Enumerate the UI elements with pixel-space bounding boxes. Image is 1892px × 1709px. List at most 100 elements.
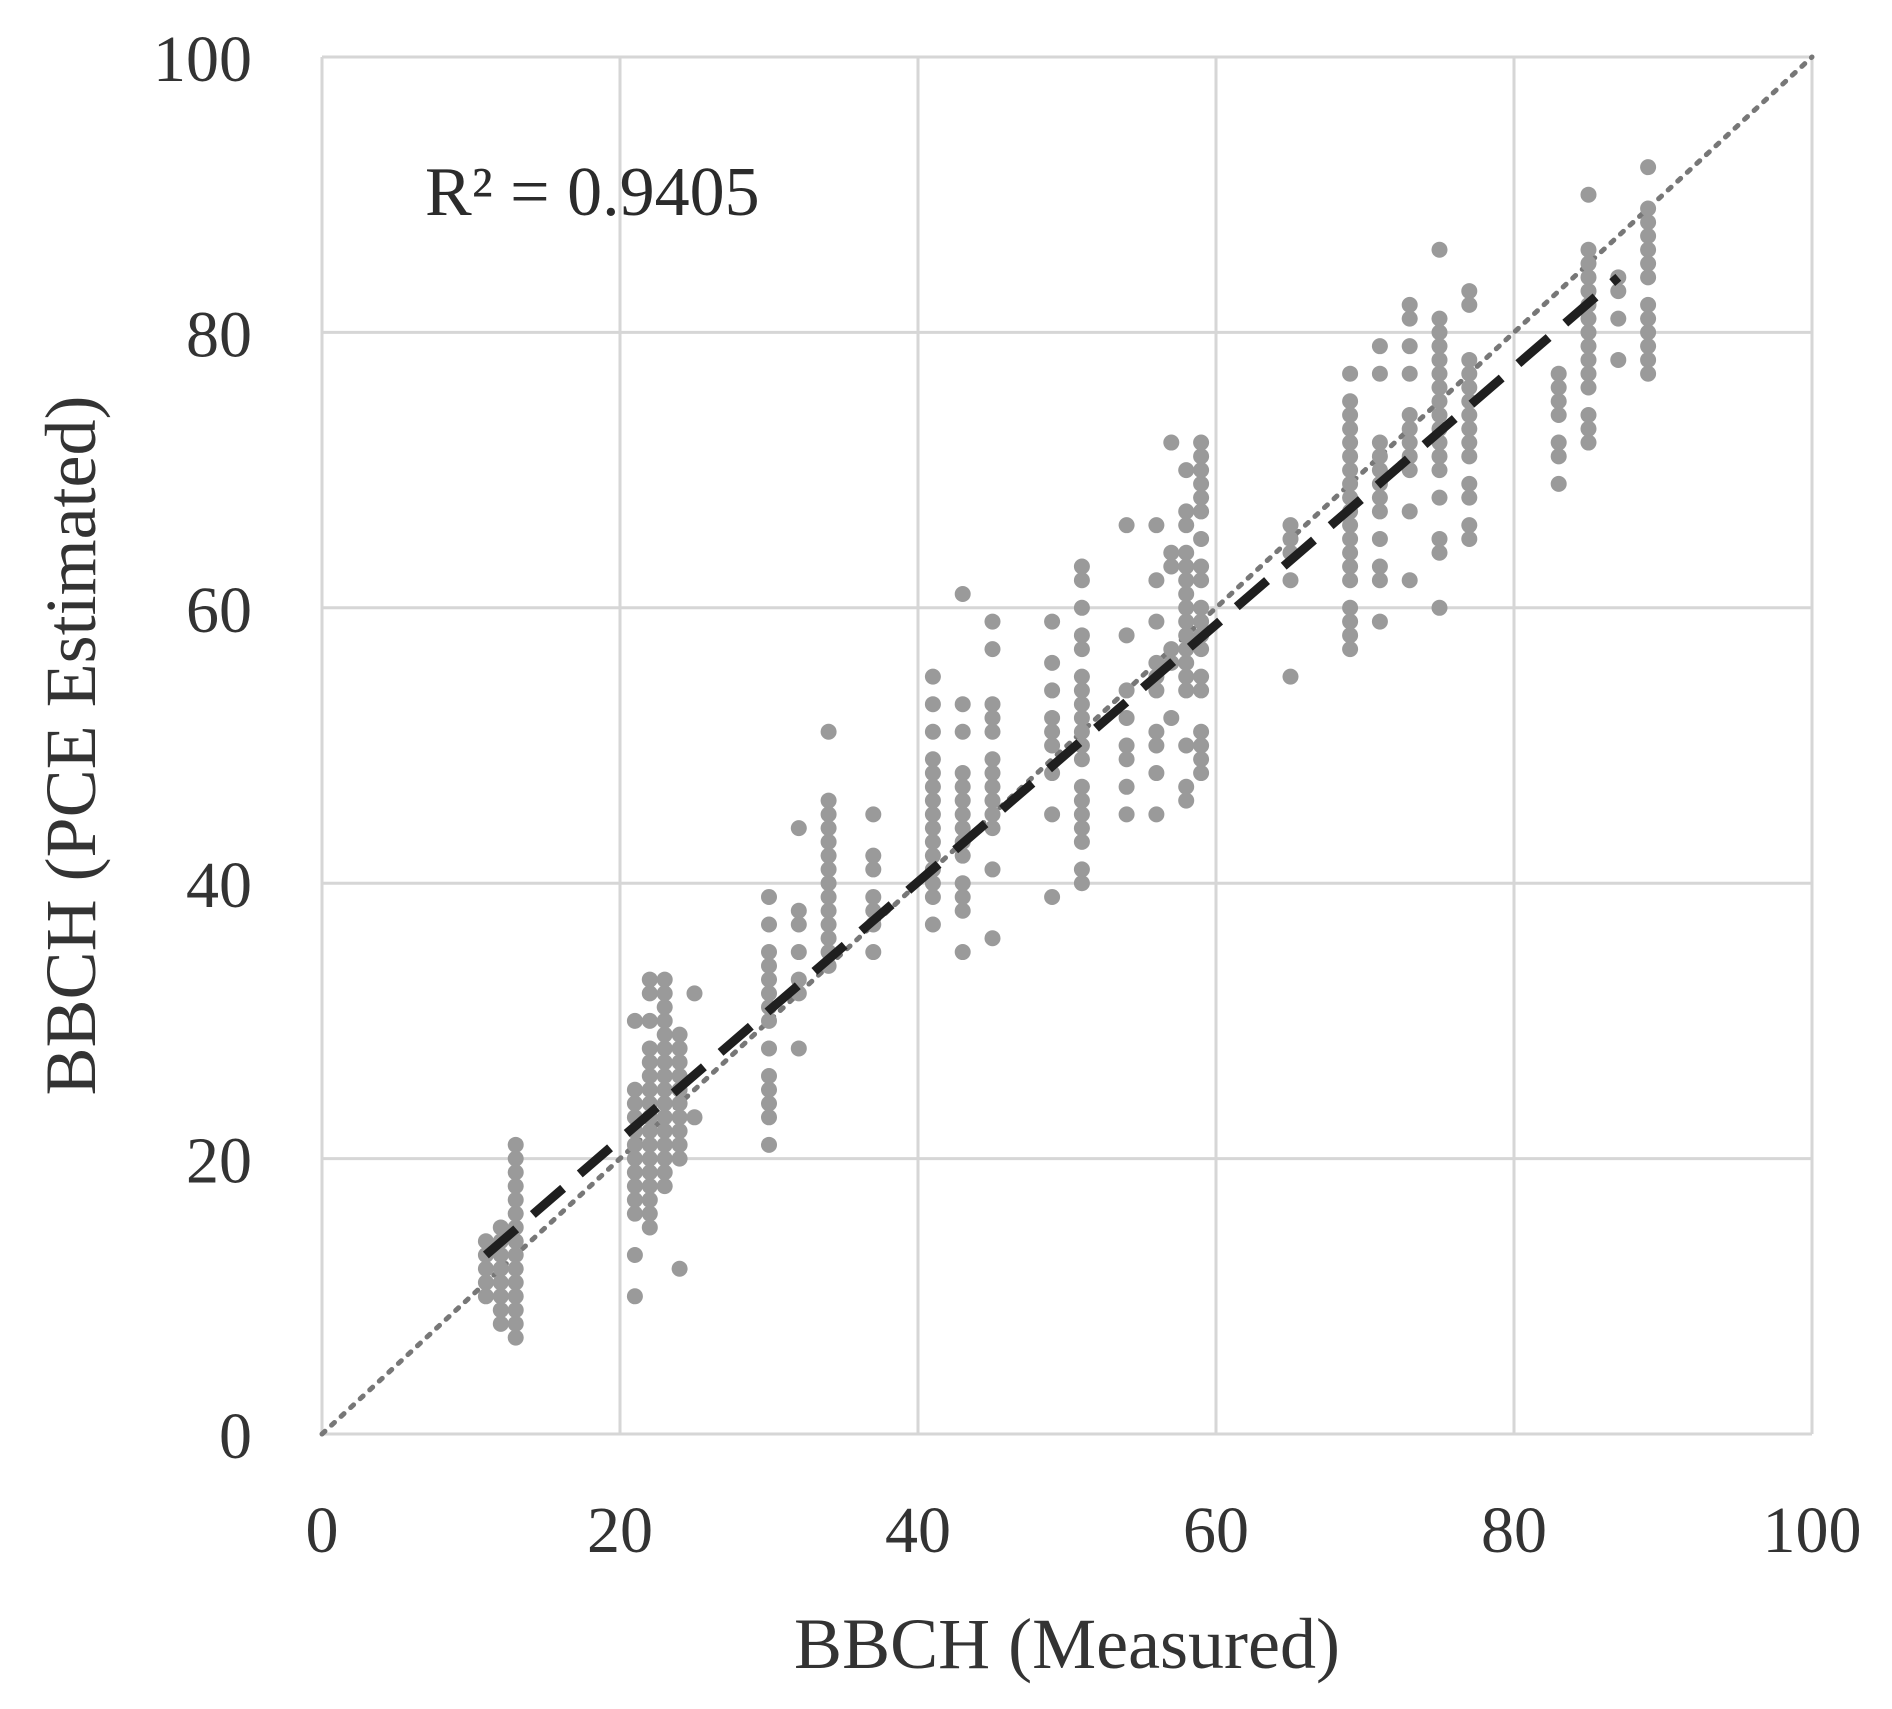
data-point [626, 1136, 643, 1153]
data-point [1193, 737, 1210, 754]
data-point [1178, 517, 1195, 534]
data-point [1342, 448, 1359, 465]
data-point [1431, 338, 1448, 355]
data-point [1431, 365, 1448, 382]
data-point [865, 806, 882, 823]
x-tick-label: 80 [1481, 1494, 1547, 1567]
data-point [626, 1191, 643, 1208]
data-point [1193, 434, 1210, 451]
data-point [1044, 888, 1061, 905]
data-point [1073, 572, 1090, 589]
data-point [1148, 806, 1165, 823]
data-point [984, 751, 1001, 768]
data-point [507, 1150, 524, 1167]
x-tick-label: 40 [885, 1494, 951, 1567]
data-point [1431, 462, 1448, 479]
data-point [1178, 654, 1195, 671]
data-point [1461, 379, 1478, 396]
y-tick-label: 0 [219, 1400, 252, 1473]
data-point [984, 723, 1001, 740]
data-point [1073, 875, 1090, 892]
data-point [1193, 723, 1210, 740]
data-point [641, 985, 658, 1002]
data-point [1342, 558, 1359, 575]
data-point [1640, 310, 1657, 327]
data-point [1461, 517, 1478, 534]
data-point [1044, 723, 1061, 740]
data-point [626, 1178, 643, 1195]
data-point [1342, 420, 1359, 437]
data-point [656, 1067, 673, 1084]
data-point [820, 806, 837, 823]
data-point [507, 1329, 524, 1346]
data-point [790, 902, 807, 919]
data-point [820, 847, 837, 864]
data-point [1118, 806, 1135, 823]
data-point [1178, 737, 1195, 754]
data-point [1118, 751, 1135, 768]
data-point [1193, 765, 1210, 782]
data-point [1193, 475, 1210, 492]
data-point [1178, 503, 1195, 520]
data-point [1163, 558, 1180, 575]
data-point [820, 833, 837, 850]
data-point [641, 1136, 658, 1153]
data-point [1640, 214, 1657, 231]
data-point [1044, 765, 1061, 782]
data-point [626, 1150, 643, 1167]
data-point [492, 1274, 509, 1291]
data-point [1461, 420, 1478, 437]
data-point [1193, 503, 1210, 520]
data-point [626, 1164, 643, 1181]
x-tick-label: 100 [1763, 1494, 1862, 1567]
data-point [656, 1178, 673, 1195]
data-point [1401, 338, 1418, 355]
data-point [1282, 517, 1299, 534]
data-point [1163, 434, 1180, 451]
data-point [1401, 420, 1418, 437]
data-point [1640, 324, 1657, 341]
data-point [761, 1095, 777, 1112]
data-point [1148, 682, 1165, 699]
data-point [1342, 613, 1359, 630]
data-point [1073, 751, 1090, 768]
data-point [626, 1246, 643, 1263]
data-point [1431, 379, 1448, 396]
data-point [1461, 407, 1478, 424]
data-point [1193, 668, 1210, 685]
data-point [671, 1109, 688, 1126]
data-point [1342, 517, 1359, 534]
data-point [865, 944, 882, 961]
data-point [671, 1150, 688, 1167]
x-tick-label: 0 [306, 1494, 339, 1567]
data-point [954, 792, 971, 809]
data-point [1431, 448, 1448, 465]
data-point [1118, 627, 1135, 644]
data-point [507, 1274, 524, 1291]
data-point [492, 1288, 509, 1305]
data-point [656, 1026, 673, 1043]
data-point [1461, 475, 1478, 492]
data-point [1148, 723, 1165, 740]
data-point [1371, 434, 1388, 451]
data-point [820, 861, 837, 878]
data-point [641, 971, 658, 988]
data-point [1193, 682, 1210, 699]
data-point [1640, 228, 1657, 245]
data-point [924, 765, 941, 782]
data-point [1193, 448, 1210, 465]
data-point [820, 820, 837, 837]
data-point [1550, 434, 1567, 451]
x-tick-labels: 0 20 40 60 80 100 [306, 1494, 1862, 1567]
data-point [1073, 558, 1090, 575]
data-point [1610, 283, 1627, 300]
data-point [954, 820, 971, 837]
data-point [790, 820, 807, 837]
data-point [671, 1026, 688, 1043]
data-point [641, 1067, 658, 1084]
data-point [1461, 296, 1478, 313]
data-point [984, 778, 1001, 795]
data-point [1640, 159, 1657, 176]
data-point [1148, 613, 1165, 630]
